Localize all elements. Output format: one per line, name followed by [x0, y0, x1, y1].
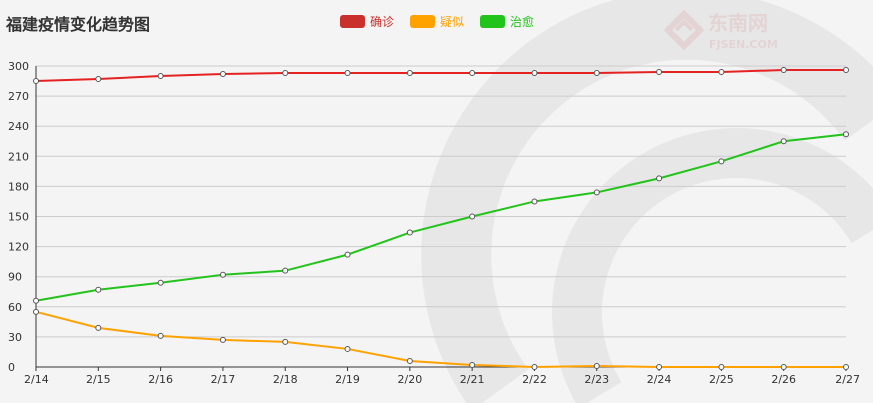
- data-point[interactable]: [406, 357, 413, 364]
- legend-item-suspected[interactable]: 疑似: [410, 13, 464, 30]
- data-point[interactable]: [843, 67, 849, 74]
- x-tick-label: 2/17: [211, 373, 236, 386]
- data-point[interactable]: [33, 308, 39, 315]
- y-axis: 0 30 60 90 120 150 180 210 240 270 300: [8, 60, 37, 374]
- data-point[interactable]: [531, 70, 538, 77]
- grid: [36, 65, 846, 368]
- data-point[interactable]: [531, 198, 538, 205]
- series-1: [33, 308, 849, 370]
- x-tick-label: 2/16: [148, 373, 173, 386]
- data-point[interactable]: [780, 364, 787, 370]
- y-tick-label: 240: [8, 120, 29, 133]
- data-point[interactable]: [344, 345, 351, 352]
- y-tick-label: 30: [8, 331, 22, 344]
- data-point[interactable]: [406, 229, 413, 236]
- data-point[interactable]: [780, 138, 787, 145]
- watermark: [421, 0, 873, 403]
- data-point[interactable]: [344, 251, 351, 258]
- data-point[interactable]: [157, 279, 164, 286]
- legend: 确诊 疑似 治愈: [340, 13, 534, 30]
- data-point[interactable]: [157, 73, 164, 80]
- legend-item-confirmed[interactable]: 确诊: [340, 13, 394, 30]
- data-point[interactable]: [469, 213, 476, 220]
- y-tick-label: 300: [8, 60, 29, 73]
- series-line: [35, 310, 846, 369]
- x-axis: 2/14 2/15 2/16 2/17 2/18 2/19 2/20 2/21 2/22 2/23…: [24, 366, 860, 386]
- data-point[interactable]: [406, 70, 413, 77]
- chart-title: 福建疫情变化趋势图: [6, 15, 151, 34]
- x-tick-label: 2/27: [835, 373, 860, 386]
- x-tick-label: 2/25: [709, 373, 734, 386]
- legend-swatch-confirmed: [340, 15, 365, 28]
- data-point[interactable]: [33, 78, 39, 85]
- data-point[interactable]: [157, 332, 164, 339]
- x-tick-label: 2/15: [86, 373, 111, 386]
- y-tick-label: 0: [8, 361, 15, 374]
- data-point[interactable]: [219, 336, 226, 343]
- y-tick-label: 270: [8, 90, 29, 103]
- data-point[interactable]: [282, 338, 289, 345]
- x-tick-label: 2/19: [335, 373, 360, 386]
- data-point[interactable]: [843, 131, 849, 138]
- y-tick-label: 150: [8, 211, 29, 224]
- data-point[interactable]: [219, 71, 226, 78]
- data-point[interactable]: [33, 297, 39, 304]
- y-tick-label: 180: [8, 180, 29, 193]
- legend-swatch-suspected: [410, 15, 436, 28]
- data-point[interactable]: [531, 364, 538, 370]
- data-point[interactable]: [843, 364, 849, 370]
- data-point[interactable]: [656, 69, 663, 76]
- data-point[interactable]: [593, 189, 600, 196]
- data-point[interactable]: [718, 69, 725, 76]
- data-point[interactable]: [344, 70, 351, 77]
- legend-label-suspected: 疑似: [440, 15, 465, 29]
- series-line: [35, 69, 846, 83]
- data-point[interactable]: [718, 158, 725, 165]
- data-point[interactable]: [282, 70, 289, 77]
- y-tick-label: 60: [8, 301, 22, 314]
- y-tick-label: 210: [8, 150, 29, 163]
- data-point[interactable]: [282, 267, 289, 274]
- x-tick-label: 2/26: [771, 373, 796, 386]
- y-tick-label: 90: [8, 271, 22, 284]
- legend-swatch-cured: [480, 15, 506, 28]
- data-point[interactable]: [469, 70, 476, 77]
- legend-label-cured: 治愈: [510, 15, 535, 29]
- data-point[interactable]: [656, 364, 663, 370]
- data-point[interactable]: [656, 175, 663, 182]
- x-tick-label: 2/14: [24, 373, 49, 386]
- x-tick-label: 2/20: [397, 373, 422, 386]
- data-point[interactable]: [219, 271, 226, 278]
- series-line: [35, 133, 847, 302]
- x-tick-label: 2/18: [273, 373, 298, 386]
- legend-label-confirmed: 确诊: [370, 15, 395, 29]
- x-tick-label: 2/21: [460, 373, 485, 386]
- legend-item-cured[interactable]: 治愈: [480, 13, 534, 30]
- data-point[interactable]: [95, 76, 102, 83]
- x-tick-label: 2/22: [522, 373, 547, 386]
- data-point[interactable]: [718, 364, 725, 370]
- series-layer: [33, 67, 849, 370]
- data-point[interactable]: [95, 286, 102, 293]
- data-point[interactable]: [469, 361, 476, 368]
- series-2: [33, 131, 849, 304]
- y-tick-label: 120: [8, 241, 29, 254]
- x-tick-label: 2/24: [647, 373, 672, 386]
- series-0: [33, 67, 849, 85]
- data-point[interactable]: [780, 67, 787, 74]
- data-point[interactable]: [95, 324, 102, 331]
- data-point[interactable]: [593, 362, 600, 369]
- x-tick-label: 2/23: [584, 373, 609, 386]
- data-point[interactable]: [593, 70, 600, 77]
